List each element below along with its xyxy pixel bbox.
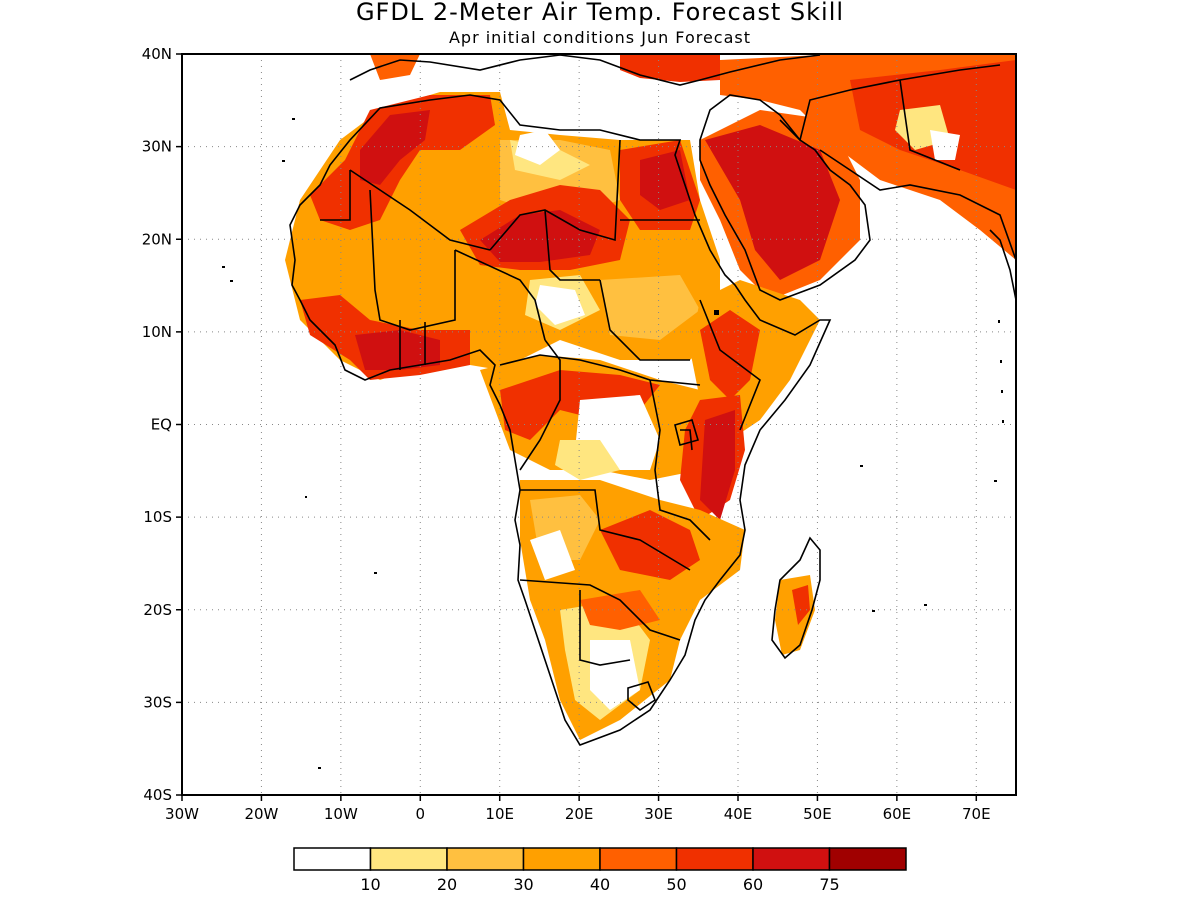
y-tick-label: 40S: [143, 786, 172, 804]
border-5: [544, 209, 600, 281]
colorbar-label: 10: [360, 875, 380, 894]
colorbar-label: 20: [437, 875, 457, 894]
border-1: [349, 169, 491, 251]
y-axis: 40N 30N 20N 10N EQ 10S 20S 30S 40S: [142, 45, 182, 804]
skill-iran-white-1: [930, 130, 960, 160]
skill-region-horn-red: [700, 310, 760, 400]
skill-region-westcoast-deep: [355, 330, 440, 370]
colorbar-label: 40: [590, 875, 610, 894]
border-19: [779, 64, 1001, 142]
border-3: [369, 189, 456, 331]
colorbar-label: 60: [743, 875, 763, 894]
india-coastline: [989, 229, 1017, 301]
med-north-coastline: [349, 54, 821, 86]
colorbar: 10 20 30 40 50 60 75: [293, 847, 907, 894]
madagascar-coastline: [771, 536, 821, 660]
y-tick-label: 20N: [142, 230, 172, 248]
skill-sahel-white: [535, 285, 585, 325]
skill-congo-pale: [555, 440, 620, 480]
y-tick-label: 10N: [142, 323, 172, 341]
skill-region-nw-core: [310, 95, 495, 230]
border-18: [680, 429, 693, 451]
colorbar-swatch: [446, 847, 525, 871]
y-tick-label: EQ: [151, 416, 172, 434]
coastlines: [289, 54, 1017, 746]
skill-region-central-deep: [480, 210, 600, 262]
islands: [222, 118, 1004, 769]
map-title: GFDL 2-Meter Air Temp. Forecast Skill: [355, 0, 845, 26]
africa-coastline: [289, 94, 832, 746]
skill-region-med-north: [620, 54, 720, 82]
x-axis: 30W 20W 10W 0 10E 20E 30E 40E 50E 60E 70E: [165, 795, 991, 823]
skill-region-madagascar: [775, 575, 815, 655]
border-10: [649, 379, 711, 541]
skill-region-eastafrica-deep: [700, 410, 735, 520]
x-tick-label: 20W: [244, 805, 278, 823]
border-15: [320, 170, 351, 221]
skill-southern-white-1: [530, 530, 575, 580]
y-tick-label: 40N: [142, 45, 172, 63]
colorbar-swatch: [293, 847, 372, 871]
border-4: [454, 249, 546, 341]
border-7: [599, 279, 690, 361]
colorbar-swatch: [675, 847, 754, 871]
x-tick-label: 30E: [644, 805, 673, 823]
x-tick-label: 20E: [565, 805, 594, 823]
arabia-coastline: [699, 94, 871, 301]
border-20: [899, 79, 961, 171]
skill-white-gap-1: [515, 130, 560, 165]
x-tick-label: 40E: [724, 805, 753, 823]
map-subtitle: Apr initial conditions Jun Forecast: [448, 28, 752, 47]
colorbar-swatch: [599, 847, 678, 871]
lesotho: [627, 681, 656, 711]
skill-shading: [285, 54, 1016, 740]
lake-victoria: [674, 419, 700, 446]
colorbar-swatch: [369, 847, 448, 871]
border-13: [579, 590, 631, 666]
border-9: [519, 339, 561, 471]
skill-region-nw-deep: [360, 110, 430, 185]
border-2: [489, 139, 621, 251]
y-tick-label: 20S: [143, 601, 172, 619]
colorbar-label: 50: [666, 875, 686, 894]
skill-sahel-mid: [600, 275, 700, 340]
skill-madagascar-red: [792, 585, 810, 625]
colorbar-swatch: [522, 847, 601, 871]
colorbar-swatch: [752, 847, 831, 871]
border-8: [499, 354, 701, 386]
x-tick-label: 10E: [485, 805, 514, 823]
y-tick-label: 10S: [143, 508, 172, 526]
border-12: [519, 579, 681, 641]
colorbar-swatch: [828, 847, 907, 871]
skill-southern-red: [600, 510, 700, 580]
border-14: [699, 299, 761, 431]
colorbar-label: 30: [513, 875, 533, 894]
skill-region-arabia-deep: [705, 125, 840, 280]
y-tick-label: 30S: [143, 693, 172, 711]
x-tick-label: 0: [416, 805, 426, 823]
x-tick-label: 70E: [962, 805, 991, 823]
x-tick-label: 30W: [165, 805, 199, 823]
x-tick-label: 10W: [324, 805, 358, 823]
y-tick-label: 30N: [142, 138, 172, 156]
x-tick-label: 60E: [883, 805, 912, 823]
x-tick-label: 50E: [803, 805, 832, 823]
gulf-coastline: [819, 149, 1017, 261]
colorbar-label: 75: [819, 875, 839, 894]
border-11: [520, 489, 691, 571]
